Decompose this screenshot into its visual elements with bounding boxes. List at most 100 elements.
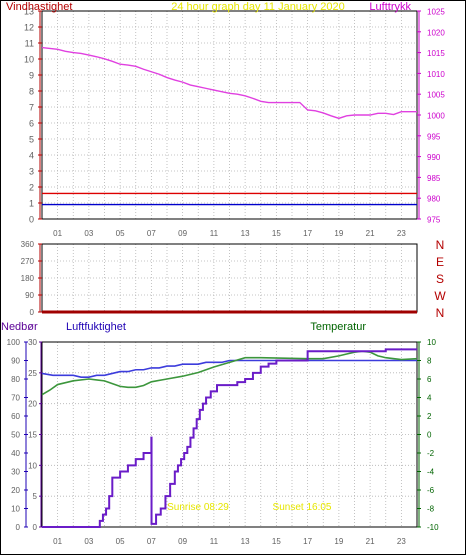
humidity-tick-label: 30 bbox=[11, 468, 20, 477]
y2-tick-label: 1000 bbox=[427, 112, 445, 121]
wind-direction-grid bbox=[42, 244, 417, 312]
x-tick-label: 09 bbox=[178, 537, 187, 546]
sunrise-annotation: Sunrise 08:29 bbox=[167, 502, 229, 513]
y-tick-label: 7 bbox=[29, 103, 34, 113]
humidity-tick-label: 90 bbox=[11, 357, 20, 366]
humidity-tick-label: 40 bbox=[11, 449, 20, 458]
x-tick-label: 05 bbox=[116, 537, 125, 546]
humidity-tick-label: 10 bbox=[11, 505, 20, 514]
temperature-axis: -10 -8 -6 -4 -2 0 2 4 6 8 10 bbox=[417, 338, 439, 532]
x-tick-label: 11 bbox=[210, 537, 219, 546]
compass-label: W bbox=[434, 289, 446, 303]
y2-tick-label: 1005 bbox=[427, 91, 445, 100]
y-tick-label: 9 bbox=[29, 71, 34, 81]
x-tick-label: 17 bbox=[303, 229, 312, 238]
y-tick-label: 8 bbox=[29, 87, 34, 97]
rain-tick-label: 10 bbox=[28, 461, 37, 470]
rain-tick-label: 0 bbox=[33, 523, 38, 532]
y2-tick-label: 995 bbox=[427, 132, 441, 141]
pressure-label: Lufttrykk bbox=[369, 1, 411, 13]
y-tick-label: 360 bbox=[21, 240, 35, 249]
humidity-tick-label: 60 bbox=[11, 412, 20, 421]
x-tick-label: 13 bbox=[241, 229, 250, 238]
wind-pressure-series bbox=[41, 46, 417, 206]
series-lufttrykk bbox=[41, 46, 417, 120]
y2-tick-label: 1020 bbox=[427, 28, 445, 37]
compass-label: N bbox=[436, 238, 445, 252]
y-tick-label: 1 bbox=[29, 199, 34, 209]
temperature-tick-label: -8 bbox=[427, 505, 435, 514]
wind-direction-axis: 0 90 180 270 360 bbox=[21, 240, 42, 317]
series-luftfuktighet bbox=[41, 359, 417, 378]
wind-pressure-x-axis: 01 03 05 07 09 11 13 15 17 19 21 23 bbox=[53, 229, 406, 238]
rain-label: Nedbør bbox=[1, 321, 38, 333]
temperature-label: Temperatur bbox=[310, 321, 366, 333]
humidity-tick-label: 0 bbox=[16, 523, 21, 532]
x-tick-label: 07 bbox=[147, 229, 156, 238]
humidity-tick-label: 50 bbox=[11, 431, 20, 440]
temperature-tick-label: 2 bbox=[427, 412, 432, 421]
temperature-tick-label: -4 bbox=[427, 468, 435, 477]
y-tick-label: 4 bbox=[29, 151, 34, 161]
x-tick-label: 07 bbox=[147, 537, 156, 546]
y-tick-label: 0 bbox=[29, 215, 34, 225]
wind-pressure-grid bbox=[42, 11, 417, 219]
temperature-tick-label: 6 bbox=[427, 375, 432, 384]
y-tick-label: 3 bbox=[29, 167, 34, 177]
rain-axis: 0 5 10 15 20 25 30 bbox=[28, 338, 42, 532]
temperature-tick-label: -6 bbox=[427, 486, 435, 495]
humidity-tick-label: 80 bbox=[11, 375, 20, 384]
x-tick-label: 19 bbox=[334, 537, 343, 546]
temperature-tick-label: 0 bbox=[427, 431, 432, 440]
rain-tick-label: 20 bbox=[28, 400, 37, 409]
y-tick-label: 6 bbox=[29, 119, 34, 129]
y-tick-label: 12 bbox=[24, 23, 34, 33]
x-tick-label: 23 bbox=[397, 229, 406, 238]
humidity-label: Luftfuktighet bbox=[66, 321, 126, 333]
temperature-tick-label: 4 bbox=[427, 394, 432, 403]
y2-tick-label: 980 bbox=[427, 195, 441, 204]
rain-humidity-grid bbox=[42, 342, 417, 527]
y-tick-label: 270 bbox=[21, 257, 35, 266]
y-tick-label: 90 bbox=[25, 291, 34, 300]
compass-label: S bbox=[436, 272, 444, 286]
rain-humidity-series bbox=[41, 348, 418, 528]
temperature-tick-label: -2 bbox=[427, 449, 435, 458]
x-tick-label: 03 bbox=[84, 229, 93, 238]
rain-tick-label: 5 bbox=[33, 492, 38, 501]
y-tick-label: 0 bbox=[30, 308, 35, 317]
pressure-axis: 975 980 985 990 995 1000 1005 1010 1015 1020 1025 bbox=[417, 8, 445, 225]
compass-label: E bbox=[436, 255, 444, 269]
y2-tick-label: 1025 bbox=[427, 8, 445, 17]
x-tick-label: 03 bbox=[84, 537, 93, 546]
compass-label: N bbox=[436, 306, 445, 320]
rain-humidity-x-axis: 01 03 05 07 09 11 13 15 17 19 21 23 bbox=[53, 537, 406, 546]
rain-tick-label: 25 bbox=[28, 369, 37, 378]
chart-title: 24 hour graph day 11 January 2020 bbox=[171, 1, 344, 13]
sunset-annotation: Sunset 16:05 bbox=[273, 502, 332, 513]
y-tick-label: 2 bbox=[29, 183, 34, 193]
humidity-tick-label: 70 bbox=[11, 394, 20, 403]
y2-tick-label: 1015 bbox=[427, 49, 445, 58]
humidity-tick-label: 100 bbox=[7, 338, 21, 347]
rain-tick-label: 30 bbox=[28, 338, 37, 347]
x-tick-label: 01 bbox=[53, 537, 62, 546]
y2-tick-label: 1010 bbox=[427, 70, 445, 79]
y-tick-label: 11 bbox=[25, 39, 34, 49]
x-tick-label: 05 bbox=[116, 229, 125, 238]
temperature-tick-label: -10 bbox=[427, 523, 439, 532]
x-tick-label: 15 bbox=[272, 229, 281, 238]
x-tick-label: 17 bbox=[303, 537, 312, 546]
rain-tick-label: 15 bbox=[28, 431, 37, 440]
y2-tick-label: 975 bbox=[427, 216, 441, 225]
x-tick-label: 19 bbox=[334, 229, 343, 238]
x-tick-label: 21 bbox=[366, 537, 375, 546]
y-tick-label: 10 bbox=[24, 55, 34, 65]
